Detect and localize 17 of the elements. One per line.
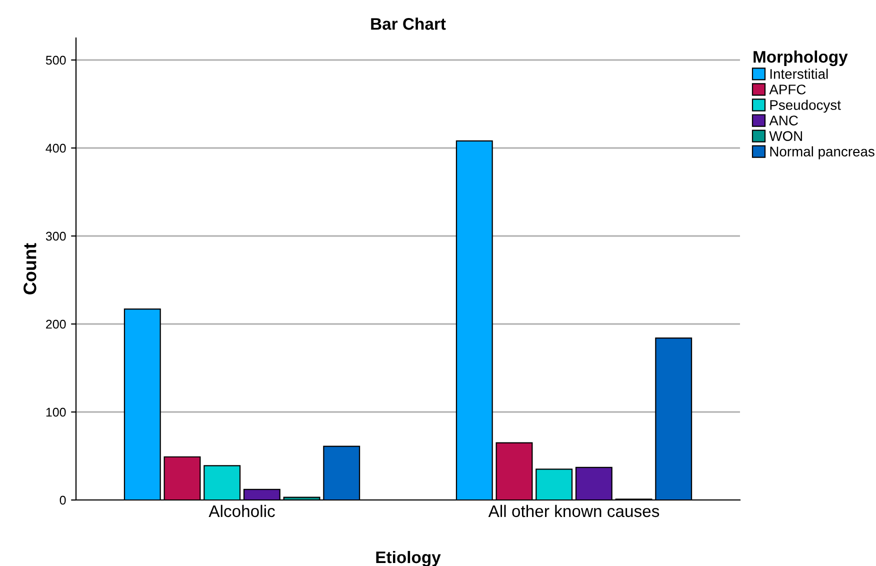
y-tick-label: 200	[46, 320, 66, 329]
y-tick-label: 400	[46, 144, 66, 153]
x-tick-label: All other known causes	[488, 504, 660, 518]
y-axis-title: Count	[24, 243, 36, 294]
y-tick-label: 100	[46, 408, 66, 417]
y-tick-label: 500	[46, 56, 66, 65]
x-tick-label: Alcoholic	[208, 504, 275, 518]
y-tick-label: 300	[46, 232, 66, 241]
legend-label: Interstitial	[770, 68, 828, 79]
y-tick-label: 0	[60, 496, 66, 505]
chart-title: Bar Chart	[371, 18, 446, 30]
legend-label: APFC	[769, 84, 806, 94]
legend-label: Normal pancreas	[770, 146, 874, 160]
legend-label: Pseudocyst	[770, 100, 841, 113]
legend-title: Morphology	[754, 50, 848, 66]
legend-label: ANC	[769, 116, 798, 126]
legend-label: WON	[769, 131, 802, 141]
